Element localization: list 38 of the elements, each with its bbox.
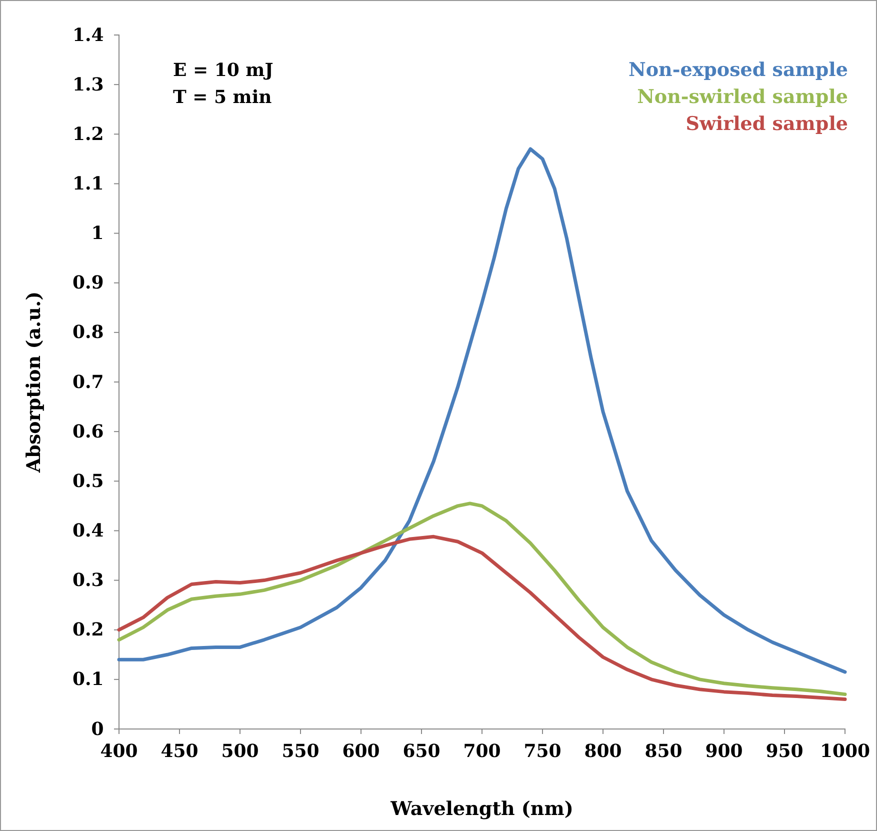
y-tick-label: 1.1 — [72, 173, 104, 194]
x-tick-label: 850 — [644, 740, 682, 762]
y-tick-label: 0.2 — [72, 620, 104, 641]
x-tick-label: 450 — [160, 740, 198, 762]
x-axis-title: Wavelength (nm) — [390, 798, 574, 820]
x-tick-label: 650 — [402, 740, 440, 762]
y-axis-title: Absorption (a.u.) — [23, 291, 45, 474]
text: Non-exposed sample — [628, 59, 848, 81]
y-tick-label: 1.4 — [72, 24, 104, 46]
x-tick-label: 700 — [463, 740, 501, 762]
x-tick-label: 900 — [705, 740, 743, 762]
y-tick-label: 0.6 — [72, 421, 104, 442]
annotation: T = 5 min — [173, 87, 272, 108]
x-tick-label: 600 — [342, 740, 380, 762]
x-tick-label: 500 — [221, 740, 259, 762]
y-tick-label: 0.7 — [72, 372, 104, 393]
x-tick-label: 550 — [282, 740, 320, 762]
line-series — [117, 502, 847, 696]
y-tick-label: 0.5 — [72, 470, 104, 492]
x-tick-label: 750 — [524, 740, 562, 762]
x-tick-label: 1000 — [820, 740, 870, 762]
y-tick-label: 0.1 — [72, 669, 104, 690]
x-tick-label: 400 — [100, 740, 138, 762]
text: Non-swirled sample — [637, 86, 848, 108]
y-tick-label: 0 — [91, 718, 104, 740]
y-tick-label: 0.3 — [72, 570, 104, 592]
y-tick-label: 0.9 — [72, 272, 104, 294]
text: Swirled sample — [686, 113, 848, 135]
y-tick-label: 0.4 — [72, 520, 104, 542]
line-series — [117, 534, 847, 702]
annotation: E = 10 mJ — [173, 60, 274, 81]
y-tick-label: 0.8 — [72, 322, 104, 344]
y-tick-label: 1.2 — [72, 124, 104, 145]
y-tick-label: 1.3 — [72, 74, 104, 96]
x-tick-label: 950 — [766, 740, 804, 762]
x-tick-label: 800 — [584, 740, 622, 762]
line-series — [117, 147, 847, 674]
y-tick-label: 1 — [91, 223, 104, 244]
